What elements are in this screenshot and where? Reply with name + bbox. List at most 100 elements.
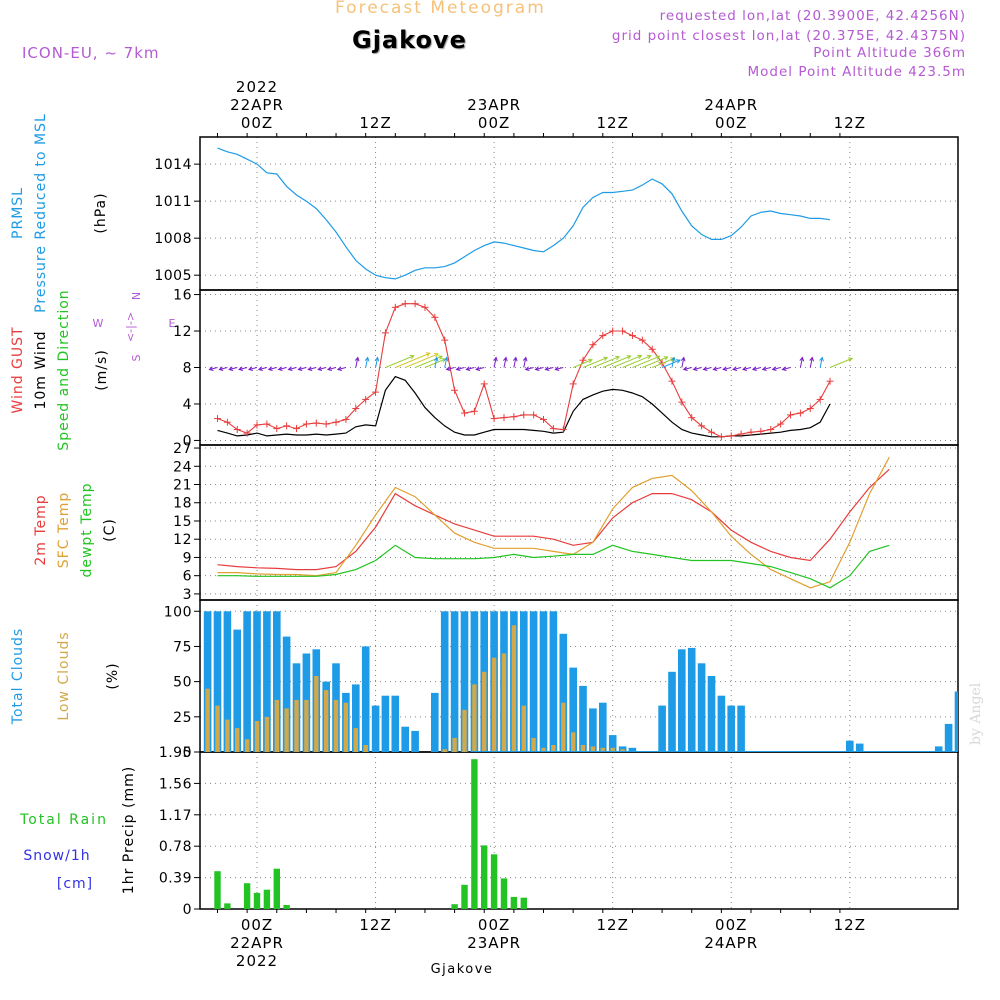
precip-bar xyxy=(451,904,458,909)
wind-arrow-head xyxy=(208,366,214,371)
low-cloud-bar xyxy=(284,708,289,752)
wind-arrow xyxy=(374,356,380,368)
low-cloud-bar xyxy=(600,747,605,752)
wind-arrow xyxy=(522,356,528,368)
bottom-hour-label: 12Z xyxy=(359,916,391,934)
y-tick-label: 50 xyxy=(173,675,192,691)
gust-point xyxy=(549,425,557,433)
total-cloud-bar xyxy=(282,636,291,752)
wind-arrow xyxy=(247,366,258,371)
total-cloud-bar xyxy=(727,705,735,752)
compass-n: N xyxy=(130,292,143,300)
wind-arrow-shaft xyxy=(693,367,702,370)
gust-point xyxy=(510,413,518,421)
wind-arrow xyxy=(307,366,317,371)
low-cloud-bar xyxy=(561,702,566,752)
gust-point xyxy=(500,414,508,422)
low-cloud-bar xyxy=(343,702,349,752)
wind-arrow xyxy=(443,356,449,368)
y-tick-label: 1005 xyxy=(154,268,192,284)
wind-arrow xyxy=(503,356,508,368)
wind-arrow-head xyxy=(438,355,444,360)
wind-arrow-shaft xyxy=(819,357,823,368)
wind-arrow-head xyxy=(751,366,757,371)
wind-arrow xyxy=(493,356,498,368)
wind-arrow-head xyxy=(680,356,686,362)
gust-point xyxy=(717,433,725,441)
wind-arrow xyxy=(781,366,791,371)
wind-arrow-shaft xyxy=(395,352,431,368)
bottom-date-label: 23APR xyxy=(467,934,521,952)
bottom-hour-label: 12Z xyxy=(834,916,866,934)
total-cloud-bar xyxy=(203,611,212,752)
wind-arrow xyxy=(642,356,669,368)
low-cloud-bar xyxy=(620,749,625,752)
low-cloud-bar xyxy=(294,699,299,752)
total-cloud-bar xyxy=(401,726,409,752)
wind-arrow xyxy=(582,356,609,368)
wind-arrow-shaft xyxy=(327,367,337,370)
wind-arrow xyxy=(712,366,722,371)
precip-bar xyxy=(471,759,478,909)
bottom-date-label: 24APR xyxy=(704,934,758,952)
wind-arrow xyxy=(702,366,712,371)
temp2m-line xyxy=(217,468,890,571)
wind-arrow-shaft xyxy=(446,367,455,370)
wind-arrow-shaft xyxy=(456,367,465,370)
gust-point xyxy=(668,377,676,385)
y-tick-label: 0.78 xyxy=(159,839,192,855)
sfc-temp-label: SFC Temp xyxy=(56,492,72,568)
low-cloud-bar xyxy=(472,684,477,752)
total-cloud-bar xyxy=(381,695,390,752)
wind-arrow-head xyxy=(712,366,718,371)
total-cloud-bar xyxy=(569,667,577,752)
precip-bar xyxy=(224,903,231,909)
wind-arrow-head xyxy=(455,366,461,371)
gust-point xyxy=(777,420,785,428)
wind-arrow-shaft xyxy=(414,355,443,368)
gust-point xyxy=(302,420,310,428)
precip-bar xyxy=(461,884,468,909)
wind-arrow-head xyxy=(317,366,323,371)
gust-point xyxy=(569,380,577,388)
wind-arrow xyxy=(751,366,762,371)
wind-arrow-head xyxy=(524,366,530,371)
wind-arrow-shaft xyxy=(318,367,327,370)
axis-labels: 1005100810111014048121636912151821242702… xyxy=(10,78,866,977)
wind-arrow-shaft xyxy=(545,367,554,370)
model-altitude: Model Point Altitude 423.5m xyxy=(747,64,966,80)
gust-point xyxy=(806,405,814,413)
y-tick-label: 0 xyxy=(183,745,192,761)
wind-arrow xyxy=(475,366,485,371)
wind-arrow xyxy=(405,353,439,368)
pressure-line xyxy=(217,147,831,280)
top-hour-label: 12Z xyxy=(359,114,391,132)
wind-arrow-shaft xyxy=(642,356,668,368)
precip-bar xyxy=(490,854,498,909)
signature-watermark: by Angel xyxy=(968,682,984,745)
y-tick-label: 9 xyxy=(183,550,192,566)
top-hour-label: 00Z xyxy=(241,114,273,132)
gust-label: Wind GUST xyxy=(10,326,26,413)
precip-bar xyxy=(520,897,527,909)
wind-arrow-head xyxy=(218,366,224,371)
wind-arrow-head xyxy=(732,366,738,371)
panel-frame xyxy=(199,289,959,446)
gust-point xyxy=(460,409,468,417)
total-rain-label: Total Rain xyxy=(19,812,108,828)
y-tick-label: 27 xyxy=(173,441,192,457)
total-cloud-bar xyxy=(431,692,439,752)
wind-arrow-head xyxy=(336,366,342,371)
point-altitude: Point Altitude 366m xyxy=(813,45,966,61)
low-cloud-bar xyxy=(571,732,576,752)
wind-arrow-head xyxy=(277,366,283,371)
precip-bar xyxy=(500,878,508,909)
gust-point xyxy=(273,425,281,433)
wind-arrow-shaft xyxy=(288,367,297,370)
grid-point-coords: grid point closest lon,lat (20.375E, 42.… xyxy=(611,28,966,44)
gust-point xyxy=(243,429,251,437)
low-cloud-bar xyxy=(501,653,507,752)
wind-arrow-head xyxy=(267,366,273,371)
y-tick-label: 15 xyxy=(173,514,192,530)
